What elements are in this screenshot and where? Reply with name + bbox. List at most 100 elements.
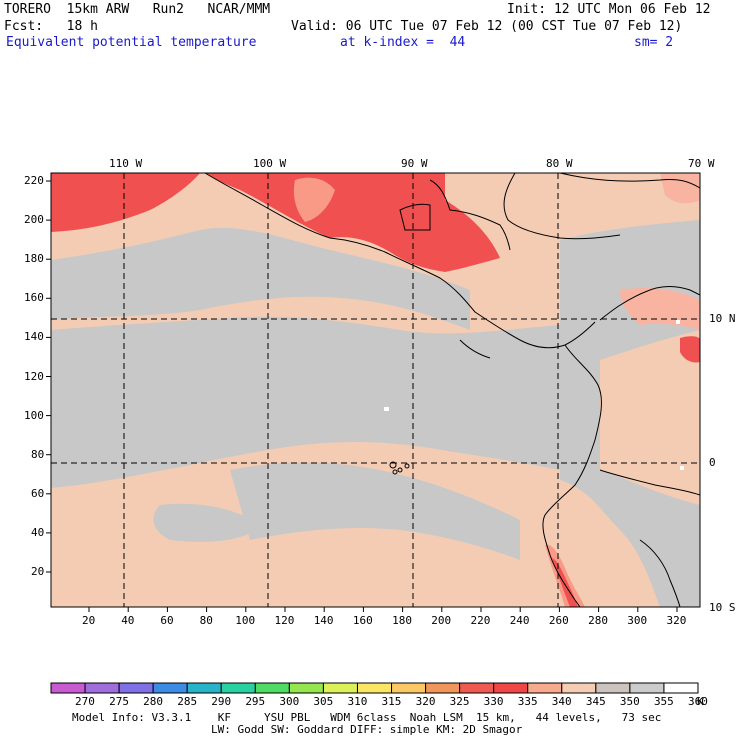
x-tick-label: 200 bbox=[431, 614, 452, 627]
colorbar-swatch bbox=[322, 682, 358, 694]
colorbar-swatch bbox=[391, 682, 427, 694]
colorbar-label: 270 bbox=[75, 695, 95, 708]
y-tick-label: 100 bbox=[24, 408, 44, 422]
x-tick-label: 80 bbox=[199, 614, 213, 627]
lon-label: 110 W bbox=[109, 157, 143, 170]
lon-label: 70 W bbox=[688, 157, 715, 170]
x-tick-label: 300 bbox=[627, 614, 648, 627]
salmon-region-mexico bbox=[293, 177, 335, 222]
model-physics: LW: Godd SW: Goddard DIFF: simple KM: 2D… bbox=[211, 723, 523, 736]
x-tick-label: 320 bbox=[666, 614, 687, 627]
salmon-region-colombia bbox=[620, 288, 700, 330]
x-tick-label: 260 bbox=[548, 614, 569, 627]
salmon-region-caribbean-top bbox=[660, 173, 700, 204]
colorbar-label: 300 bbox=[279, 695, 300, 708]
model-title: TORERO 15km ARW Run2 NCAR/MMM bbox=[4, 2, 271, 17]
colorbar-label: 320 bbox=[415, 695, 436, 708]
y-tick-label: 200 bbox=[24, 213, 44, 227]
plot-area bbox=[50, 172, 701, 608]
x-tick-label: 60 bbox=[160, 614, 174, 627]
gray-band-south bbox=[230, 462, 520, 560]
white-speckle bbox=[384, 407, 389, 411]
colorbar bbox=[50, 682, 699, 694]
x-tick-label: 180 bbox=[392, 614, 412, 627]
colorbar-swatch bbox=[254, 682, 290, 694]
colorbar-swatch bbox=[118, 682, 154, 694]
gray-band-north bbox=[51, 227, 470, 330]
colorbar-label: 275 bbox=[109, 695, 129, 708]
colorbar-swatch bbox=[186, 682, 222, 694]
lon-label: 80 W bbox=[546, 157, 573, 170]
y-tick-label: 220 bbox=[24, 174, 44, 187]
gray-band-central bbox=[51, 316, 560, 488]
x-tick-label: 140 bbox=[313, 614, 334, 627]
white-speckle bbox=[676, 320, 680, 324]
x-tick-label: 40 bbox=[121, 614, 135, 627]
colorbar-swatch bbox=[561, 682, 597, 694]
x-tick-label: 240 bbox=[509, 614, 530, 627]
y-tick-label: 20 bbox=[31, 565, 45, 578]
colorbar-swatch bbox=[356, 682, 393, 694]
plot-frame bbox=[50, 172, 701, 608]
colorbar-swatch bbox=[84, 682, 120, 694]
colorbar-label: 315 bbox=[381, 695, 402, 708]
colorbar-label: 280 bbox=[143, 695, 164, 708]
y-tick-label: 140 bbox=[24, 330, 44, 344]
y-tick-label: 180 bbox=[24, 252, 44, 266]
gray-patch-west bbox=[153, 503, 260, 542]
colorbar-swatch bbox=[663, 682, 699, 694]
colorbar-label: 290 bbox=[211, 695, 232, 708]
colorbar-swatch bbox=[629, 682, 665, 694]
k-index: at k-index = 44 bbox=[340, 35, 466, 50]
tick-marks bbox=[46, 180, 678, 612]
colorbar-label: 295 bbox=[245, 695, 266, 708]
x-tick-label: 120 bbox=[274, 614, 295, 627]
red-region-caribbean-right bbox=[680, 336, 700, 363]
colorbar-label: 325 bbox=[449, 695, 470, 708]
colorbar-label: 285 bbox=[177, 695, 198, 708]
model-info: Model Info: V3.3.1 KF YSU PBL WDM 6class… bbox=[72, 711, 662, 724]
x-tick-label: 20 bbox=[82, 614, 96, 627]
colorbar-unit: K bbox=[697, 695, 704, 708]
lon-label: 100 W bbox=[253, 157, 287, 170]
red-region-northwest bbox=[51, 173, 200, 232]
colorbar-label: 350 bbox=[619, 695, 640, 708]
lon-label: 90 W bbox=[401, 157, 428, 170]
x-tick-label: 220 bbox=[470, 614, 491, 627]
colorbar-swatch bbox=[493, 682, 529, 694]
lat-label: 10 N bbox=[709, 312, 736, 325]
colorbar-label: 330 bbox=[483, 695, 504, 708]
colorbar-label: 355 bbox=[653, 695, 674, 708]
colorbar-swatch bbox=[50, 682, 86, 694]
coastlines bbox=[204, 172, 701, 608]
forecast-hour: Fcst: 18 h bbox=[4, 19, 98, 34]
colorbar-swatch bbox=[459, 682, 495, 694]
y-tick-label: 160 bbox=[24, 291, 44, 305]
x-tick-label: 160 bbox=[352, 614, 373, 627]
lat-label: 0 bbox=[709, 456, 716, 469]
field-name: Equivalent potential temperature bbox=[6, 35, 257, 50]
colorbar-label: 310 bbox=[347, 695, 368, 708]
y-tick-label: 80 bbox=[31, 447, 45, 461]
colorbar-label: 335 bbox=[517, 695, 538, 708]
smoothing: sm= 2 bbox=[634, 35, 674, 50]
colorbar-label: 340 bbox=[551, 695, 572, 708]
lat-label: 10 S bbox=[709, 601, 736, 614]
graticule bbox=[51, 173, 700, 607]
colorbar-label: 305 bbox=[313, 695, 334, 708]
colorbar-swatch bbox=[425, 682, 461, 694]
y-tick-label: 40 bbox=[31, 525, 45, 539]
colorbar-swatch bbox=[527, 682, 563, 694]
colorbar-swatch bbox=[288, 682, 324, 694]
red-region-mexico bbox=[205, 173, 500, 272]
colorbar-swatch bbox=[220, 682, 256, 694]
white-speckle bbox=[680, 466, 684, 470]
init-time: Init: 12 UTC Mon 06 Feb 12 bbox=[507, 2, 711, 17]
colorbar-swatch bbox=[152, 682, 188, 694]
y-tick-label: 60 bbox=[31, 486, 45, 500]
colorbar-swatch bbox=[595, 682, 631, 694]
valid-time: Valid: 06 UTC Tue 07 Feb 12 (00 CST Tue … bbox=[291, 19, 683, 34]
x-tick-label: 280 bbox=[588, 614, 608, 627]
colorbar-label: 345 bbox=[585, 695, 606, 708]
